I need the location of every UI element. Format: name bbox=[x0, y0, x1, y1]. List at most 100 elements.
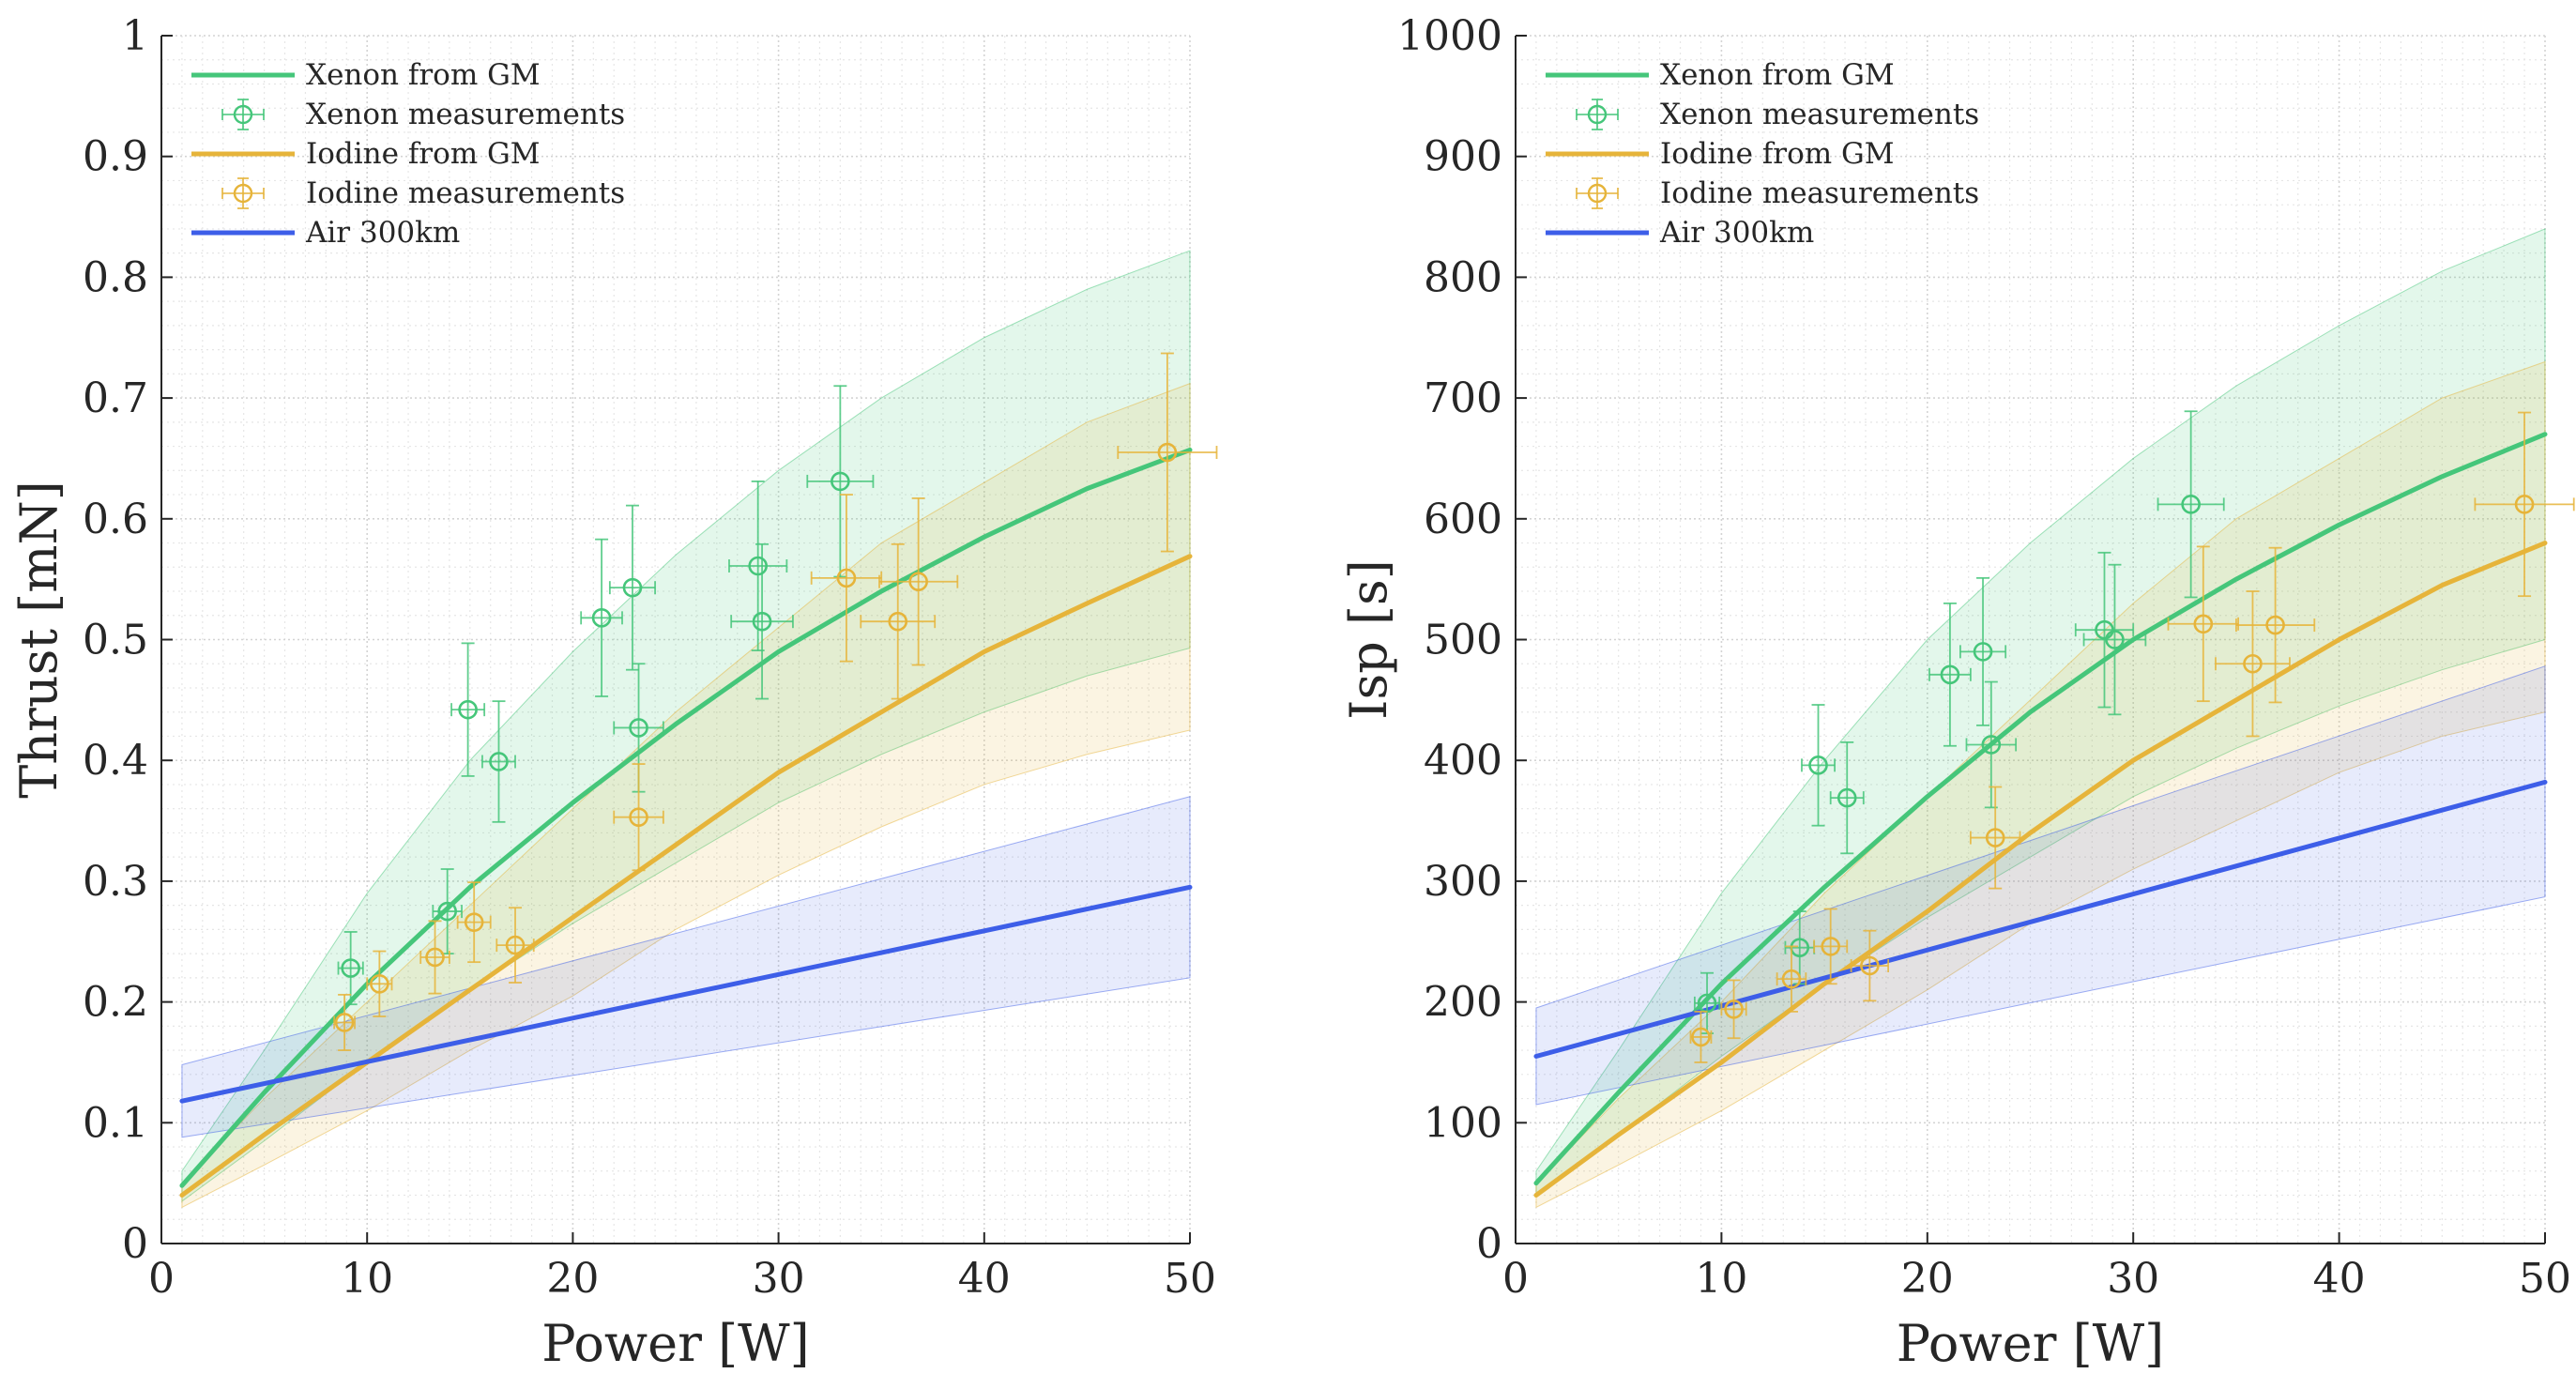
line-iodine-from-gm bbox=[179, 554, 1193, 1198]
x-tick-label: 0 bbox=[148, 1255, 175, 1303]
marker-circle bbox=[1985, 828, 2005, 847]
marker-circle bbox=[629, 807, 648, 827]
marker-circle bbox=[752, 611, 772, 632]
legend-entry: Xenon measurements bbox=[1576, 98, 1979, 131]
measurement-point bbox=[1813, 908, 1849, 985]
measurement-point bbox=[337, 931, 364, 1006]
measurement-point bbox=[456, 881, 492, 964]
measurement-point bbox=[432, 868, 463, 955]
thrust-panel: 0 10 20 30 40 50 0 0.1 0.2 0.3 0.4 0.5 0.6 0.7 0.8 0.9 1… bbox=[9, 12, 1218, 1373]
x-tick-label: 0 bbox=[1502, 1255, 1529, 1303]
grid bbox=[160, 35, 1191, 1244]
x-tick-label: 10 bbox=[1695, 1255, 1747, 1303]
y-tick-label: 1 bbox=[122, 12, 148, 60]
y-tick-label: 700 bbox=[1424, 374, 1502, 422]
y-tick-label: 1000 bbox=[1397, 12, 1502, 60]
marker-circle bbox=[831, 471, 850, 492]
legend-entry: Air 300km bbox=[191, 216, 460, 250]
measurement-point bbox=[2167, 545, 2239, 703]
measurement-point bbox=[2234, 546, 2316, 704]
measurement-point bbox=[2082, 563, 2147, 716]
grid bbox=[1515, 35, 2546, 1244]
line-xenon-from-gm bbox=[1533, 432, 2548, 1186]
measurement-point bbox=[2074, 551, 2135, 709]
legend-label: Xenon measurements bbox=[1660, 98, 1979, 131]
legend-entry: Iodine from GM bbox=[1546, 137, 1895, 171]
y-tick-label: 0 bbox=[122, 1220, 148, 1268]
measurement-point bbox=[419, 920, 450, 995]
uncertainty-bands bbox=[181, 250, 1191, 1209]
legend-entry: Iodine measurements bbox=[1576, 176, 1979, 210]
marker-circle bbox=[1157, 442, 1178, 463]
measurement-points bbox=[333, 352, 1218, 1051]
measurement-point bbox=[810, 494, 883, 663]
x-tick-label: 30 bbox=[753, 1255, 805, 1303]
y-tick-label: 0.8 bbox=[83, 253, 148, 301]
y-tick-label: 400 bbox=[1424, 737, 1502, 785]
legend-label: Iodine measurements bbox=[306, 176, 625, 210]
measurement-point bbox=[1969, 786, 2021, 890]
marker-circle bbox=[2514, 495, 2535, 514]
marker-circle bbox=[1837, 787, 1857, 808]
legend-marker bbox=[1587, 183, 1608, 204]
legend-entry: Air 300km bbox=[1546, 216, 1814, 250]
y-tick-label: 0 bbox=[1476, 1220, 1502, 1268]
x-tick-label: 10 bbox=[341, 1255, 393, 1303]
band-air-300km bbox=[181, 796, 1191, 1138]
legend-label: Iodine from GM bbox=[1660, 137, 1895, 171]
marker-circle bbox=[2181, 495, 2201, 514]
marker-circle bbox=[2105, 630, 2125, 649]
measurement-point bbox=[366, 950, 393, 1017]
marker-circle bbox=[1691, 1027, 1711, 1047]
thrust-axis-label: Thrust [mN] bbox=[9, 481, 69, 799]
y-tick-label: 900 bbox=[1424, 133, 1502, 181]
y-tick-label: 0.5 bbox=[83, 617, 148, 664]
measurement-point bbox=[495, 907, 535, 984]
y-tick-label: 100 bbox=[1424, 1099, 1502, 1147]
marker-circle bbox=[437, 901, 457, 922]
marker-circle bbox=[370, 973, 389, 994]
y-tick-label: 0.2 bbox=[83, 979, 148, 1027]
legend: Xenon from GM Xenon measurements Iodine fr… bbox=[191, 58, 625, 250]
band-air-300km bbox=[1535, 665, 2546, 1106]
measurement-point bbox=[1959, 576, 2007, 726]
marker-circle bbox=[591, 608, 612, 628]
line-xenon-from-gm bbox=[179, 447, 1193, 1188]
x-tick-label: 40 bbox=[2313, 1255, 2366, 1303]
marker-circle bbox=[629, 718, 648, 738]
x-tick-label: 30 bbox=[2107, 1255, 2159, 1303]
marker-circle bbox=[622, 577, 643, 598]
legend-label: Iodine from GM bbox=[306, 137, 541, 171]
y-tick-label: 200 bbox=[1424, 979, 1502, 1027]
measurement-point bbox=[481, 700, 516, 823]
isp-axis-label: Isp [s] bbox=[1339, 559, 1398, 720]
measurement-points bbox=[1689, 410, 2575, 1063]
model-lines bbox=[179, 447, 1193, 1198]
legend-marker bbox=[233, 183, 253, 204]
measurement-point bbox=[1720, 979, 1747, 1040]
measurement-point bbox=[1829, 740, 1865, 855]
y-tick-label: 300 bbox=[1424, 858, 1502, 906]
measurement-point bbox=[2474, 411, 2575, 598]
legend-label: Xenon from GM bbox=[1660, 58, 1895, 92]
marker-circle bbox=[1860, 955, 1880, 976]
marker-circle bbox=[458, 699, 478, 720]
band-iodine-from-gm bbox=[181, 382, 1191, 1209]
y-tick-label: 0.3 bbox=[83, 858, 148, 906]
x-tick-label: 40 bbox=[958, 1255, 1011, 1303]
legend-marker bbox=[1587, 104, 1608, 125]
measurement-point bbox=[2157, 410, 2225, 599]
legend-marker bbox=[233, 104, 253, 125]
y-tick-label: 0.4 bbox=[83, 737, 148, 785]
y-tick-label: 0.9 bbox=[83, 133, 148, 181]
legend-label: Xenon from GM bbox=[306, 58, 541, 92]
y-tick-label: 0.1 bbox=[83, 1099, 148, 1147]
line-air-300km bbox=[179, 884, 1193, 1104]
measurement-point bbox=[730, 542, 794, 700]
legend: Xenon from GM Xenon measurements Iodine fr… bbox=[1546, 58, 1979, 250]
marker-circle bbox=[908, 572, 928, 592]
legend-label: Xenon measurements bbox=[306, 98, 625, 131]
marker-circle bbox=[2265, 615, 2285, 635]
marker-circle bbox=[464, 912, 484, 932]
marker-circle bbox=[1973, 642, 1993, 662]
